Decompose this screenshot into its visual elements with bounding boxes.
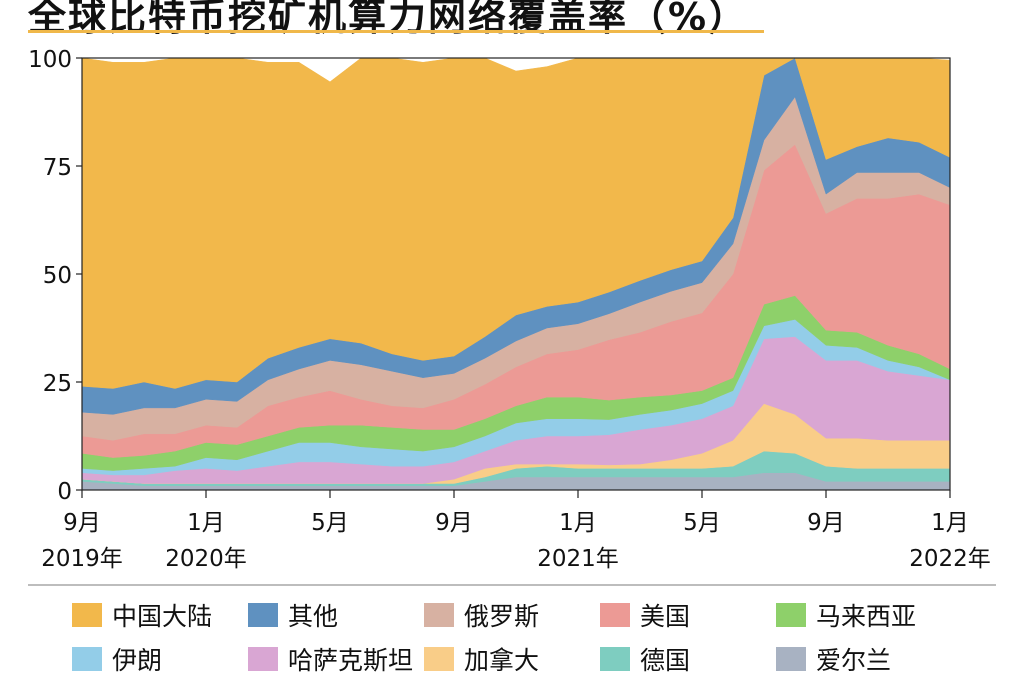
y-tick-label: 50 [43, 263, 72, 289]
legend-item: 俄罗斯 [424, 598, 600, 632]
legend-swatch [248, 647, 278, 671]
title-underline [28, 30, 764, 33]
legend-label: 美国 [640, 602, 691, 631]
x-tick-year-label: 2021年 [537, 546, 619, 572]
legend-swatch [248, 603, 278, 627]
y-tick-label: 100 [28, 47, 72, 73]
x-tick-year-label: 2022年 [909, 546, 991, 572]
y-tick-label: 0 [57, 479, 72, 505]
x-tick-label: 1月 [187, 510, 225, 536]
x-tick-label: 1月 [931, 510, 969, 536]
legend-label: 伊朗 [112, 646, 163, 675]
legend-label: 其他 [288, 602, 339, 631]
legend-swatch [600, 647, 630, 671]
x-tick-label: 1月 [559, 510, 597, 536]
legend-item: 中国大陆 [72, 598, 248, 632]
legend-label: 中国大陆 [112, 602, 213, 631]
x-tick-label: 9月 [807, 510, 845, 536]
legend-item: 美国 [600, 598, 776, 632]
legend-item: 德国 [600, 642, 776, 676]
legend-label: 俄罗斯 [464, 602, 540, 631]
legend-item: 伊朗 [72, 642, 248, 676]
legend-swatch [776, 603, 806, 627]
x-tick-year-label: 2020年 [165, 546, 247, 572]
legend-item: 加拿大 [424, 642, 600, 676]
legend-item: 其他 [248, 598, 424, 632]
stacked-area-chart: 0 25 50 75 100 9月 2019年 1月 2020年 5月 9月 1月 2021年 5月 9月 1… [28, 47, 991, 572]
legend-swatch [424, 603, 454, 627]
chart-legend: 中国大陆 其他 俄罗斯 美国 马来西亚伊朗 哈萨克斯坦 加拿大 德国 爱尔兰 [72, 598, 972, 676]
x-tick-label: 9月 [435, 510, 473, 536]
legend-swatch [72, 647, 102, 671]
x-tick-label: 5月 [311, 510, 349, 536]
legend-swatch [776, 647, 806, 671]
legend-swatch [600, 603, 630, 627]
legend-item: 马来西亚 [776, 598, 952, 632]
y-tick-label: 75 [43, 155, 72, 181]
x-tick-label: 5月 [683, 510, 721, 536]
legend-divider [28, 584, 996, 586]
legend-swatch [424, 647, 454, 671]
y-tick-label: 25 [43, 371, 72, 397]
x-tick-label: 9月 [63, 510, 101, 536]
legend-label: 加拿大 [464, 646, 540, 675]
x-tick-year-label: 2019年 [41, 546, 123, 572]
legend-label: 哈萨克斯坦 [288, 646, 414, 675]
legend-item: 哈萨克斯坦 [248, 642, 424, 676]
legend-label: 德国 [640, 646, 691, 675]
legend-label: 马来西亚 [816, 602, 917, 631]
legend-label: 爱尔兰 [816, 646, 892, 675]
legend-item: 爱尔兰 [776, 642, 952, 676]
legend-swatch [72, 603, 102, 627]
